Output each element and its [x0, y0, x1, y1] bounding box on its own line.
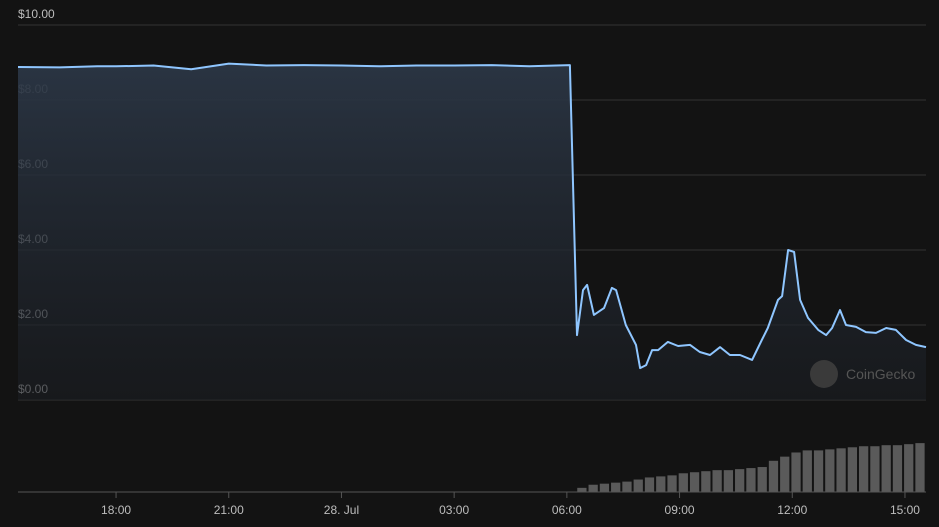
volume-bar: [825, 449, 835, 492]
volume-bar: [622, 481, 632, 492]
x-tick-label: 03:00: [439, 503, 469, 517]
x-tick-label: 21:00: [214, 503, 244, 517]
volume-bar: [802, 450, 812, 492]
volume-bar: [735, 469, 745, 492]
volume-bar: [678, 473, 688, 492]
watermark-logo: [810, 360, 838, 388]
volume-bar: [746, 468, 756, 492]
volume-bar: [881, 445, 891, 492]
x-tick-label: 09:00: [665, 503, 695, 517]
y-tick-label: $10.00: [18, 7, 55, 21]
x-tick-label: 12:00: [777, 503, 807, 517]
volume-bar: [667, 475, 677, 492]
watermark-text: CoinGecko: [846, 366, 915, 382]
volume-bar: [611, 482, 621, 492]
volume-bar: [904, 444, 914, 492]
volume-bar: [723, 470, 734, 492]
volume-bar: [633, 479, 643, 492]
volume-bar: [870, 446, 880, 492]
x-tick-label: 15:00: [890, 503, 920, 517]
x-tick-label: 06:00: [552, 503, 582, 517]
volume-bar: [712, 470, 722, 492]
watermark: CoinGecko: [810, 360, 915, 388]
volume-bar: [588, 484, 598, 492]
volume-bar: [847, 447, 858, 492]
volume-bar: [599, 483, 610, 492]
x-tick-label: 28. Jul: [324, 503, 359, 517]
volume-bar: [915, 443, 925, 492]
volume-bar: [791, 452, 801, 492]
volume-bar: [780, 456, 790, 492]
volume-bar: [757, 467, 767, 492]
volume-bar: [813, 450, 824, 492]
volume-bar: [892, 445, 903, 492]
area: [18, 63, 926, 400]
volume-bar: [836, 448, 846, 492]
volume-bar: [577, 487, 587, 492]
volume-bar: [768, 460, 779, 492]
price-line: [17, 62, 927, 370]
volume-bar: [644, 477, 655, 492]
volume-bar: [689, 472, 700, 492]
x-tick-label: 18:00: [101, 503, 131, 517]
volume-bar: [859, 446, 869, 492]
volume-bar: [701, 471, 711, 492]
volume-bar: [656, 476, 666, 492]
